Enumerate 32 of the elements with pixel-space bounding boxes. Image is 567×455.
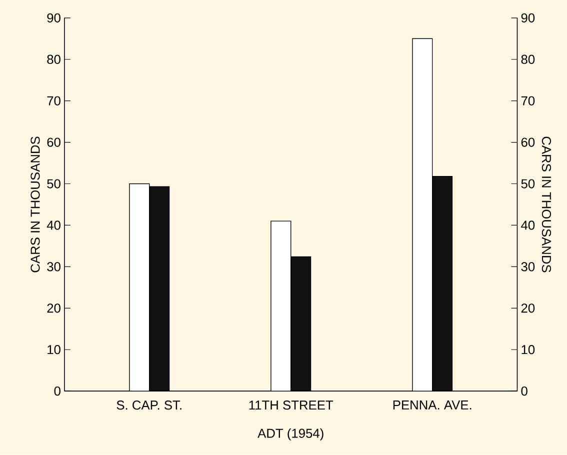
x-tick-label: S. CAP. ST. [116, 400, 182, 410]
x-tick-label: 11TH STREET [249, 400, 334, 410]
y-tick-label: 30 [47, 262, 60, 272]
y-tick-label: 50 [47, 179, 60, 188]
bar [129, 184, 150, 392]
y-tick-label: 80 [47, 54, 60, 64]
y2-tick-label: 20 [521, 304, 535, 313]
x-tick-label: PENNA. AVE. [393, 400, 472, 410]
y2-tick-label: 40 [521, 220, 535, 230]
y2-tick-label: 10 [522, 345, 535, 354]
y2-tick-label: 60 [521, 138, 535, 147]
y-tick-label: 0 [54, 386, 60, 396]
y-tick-label: 90 [47, 13, 60, 23]
y-tick-label: 70 [47, 96, 60, 106]
y-tick-label: 10 [48, 345, 60, 354]
y2-tick-label: 0 [521, 386, 528, 396]
y2-tick-label: 90 [521, 13, 535, 23]
bar [290, 256, 311, 392]
y2-axis-title: CARS IN THOUSANDS [542, 136, 552, 272]
y2-tick-label: 70 [521, 96, 535, 106]
y-tick-label: 40 [46, 220, 60, 230]
y2-tick-label: 30 [521, 262, 535, 272]
y2-tick-label: 80 [521, 54, 535, 64]
bar [432, 176, 453, 392]
x-axis-title: ADT (1954) [258, 428, 324, 441]
bar [270, 221, 291, 392]
bar [149, 186, 170, 392]
y-axis-title: CARS IN THOUSANDS [30, 136, 40, 272]
y-tick-label: 60 [47, 138, 60, 147]
bar [412, 38, 433, 392]
y-tick-label: 20 [47, 304, 60, 313]
y2-tick-label: 50 [521, 179, 535, 188]
